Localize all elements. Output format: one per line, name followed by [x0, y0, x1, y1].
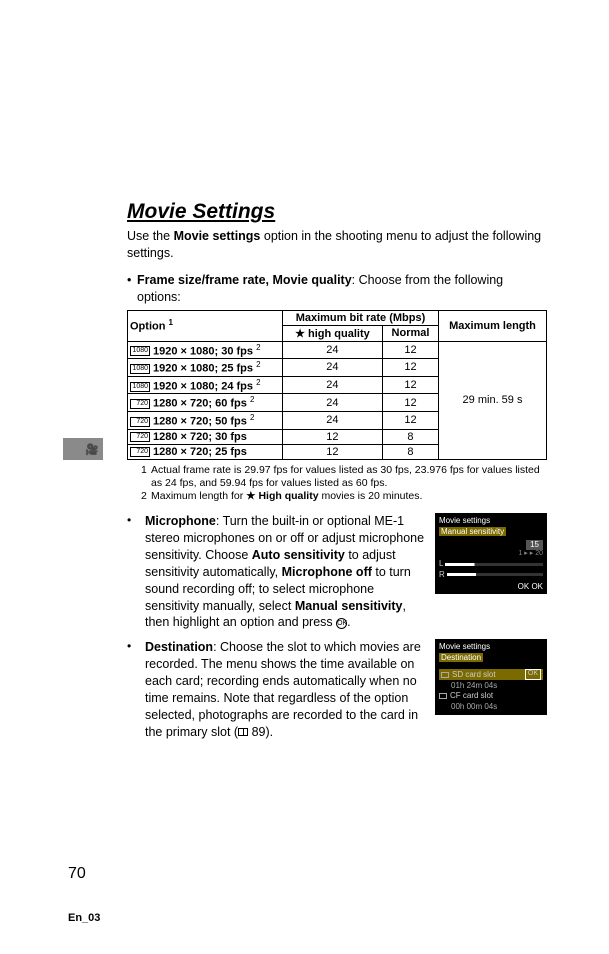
- mic-b2: Microphone off: [282, 565, 372, 579]
- sd-card-icon: [441, 672, 449, 678]
- dest-sd-row: SD card slot OK: [439, 669, 543, 679]
- mic-scale: 1 ▸ ▸ 20: [439, 550, 543, 558]
- dest-sd-label: SD card slot: [452, 670, 496, 680]
- bullet-body: Frame size/frame rate, Movie quality: Ch…: [137, 272, 547, 306]
- page-content: Movie Settings Use the Movie settings op…: [127, 200, 547, 749]
- dest-sd-time: 01h 24m 04s: [439, 681, 543, 691]
- f2-post: movies is 20 minutes.: [319, 490, 423, 502]
- quality-icon: 1080: [130, 382, 150, 392]
- normal-cell: 12: [382, 394, 438, 412]
- f2-bold: ★ High quality: [246, 490, 318, 502]
- figure-mic-sensitivity: Movie settings Manual sensitivity 15 1 ▸…: [435, 513, 547, 631]
- book-icon: [238, 728, 248, 736]
- footnote-1: 1Actual frame rate is 29.97 fps for valu…: [141, 464, 547, 490]
- meter-L: L: [439, 559, 443, 569]
- bullet1-label: Frame size/frame rate, Movie quality: [137, 273, 352, 287]
- quality-icon: 720: [130, 432, 150, 442]
- option-cell: 10801920 × 1080; 30 fps 2: [128, 341, 283, 359]
- dest-cf-row: CF card slot: [439, 691, 543, 701]
- mic-label: Microphone: [145, 514, 216, 528]
- col-hq: ★ high quality: [282, 325, 382, 341]
- header-group: Maximum bit rate (Mbps): [282, 310, 438, 325]
- mic-b1: Auto sensitivity: [252, 548, 345, 562]
- dest-screen: Movie settings Destination SD card slot …: [435, 639, 547, 714]
- hq-cell: 24: [282, 341, 382, 359]
- maxlen-cell: 29 min. 59 s: [439, 341, 547, 459]
- hq-cell: 24: [282, 394, 382, 412]
- bullet-dot: •: [127, 272, 137, 306]
- col-normal: Normal: [382, 325, 438, 341]
- mic-ok: OK OK: [439, 582, 543, 592]
- table-row: 10801920 × 1080; 30 fps 2241229 min. 59 …: [128, 341, 547, 359]
- hq-cell: 12: [282, 444, 382, 459]
- cf-card-icon: [439, 693, 447, 699]
- intro-bold: Movie settings: [174, 229, 261, 243]
- dest-screen-sub: Destination: [439, 653, 483, 663]
- quality-icon: 720: [130, 399, 150, 409]
- option-cell: 7201280 × 720; 30 fps: [128, 429, 283, 444]
- hq-cell: 24: [282, 376, 382, 394]
- footnote-2: 2Maximum length for ★ High quality movie…: [141, 490, 547, 503]
- option-cell: 10801920 × 1080; 25 fps 2: [128, 359, 283, 377]
- col-option: Option 1: [128, 310, 283, 341]
- footnotes: 1Actual frame rate is 29.97 fps for valu…: [127, 464, 547, 503]
- mic-screen-sub: Manual sensitivity: [439, 527, 506, 537]
- bullet-frame-size: • Frame size/frame rate, Movie quality: …: [127, 272, 547, 306]
- mic-value: 15: [526, 540, 543, 550]
- intro-text: Use the Movie settings option in the sho…: [127, 228, 547, 262]
- quality-icon: 1080: [130, 346, 150, 356]
- meter-bar-L: [445, 563, 543, 566]
- figure-destination: Movie settings Destination SD card slot …: [435, 639, 547, 740]
- destination-text: Destination: Choose the slot to which mo…: [145, 639, 427, 740]
- mic-screen: Movie settings Manual sensitivity 15 1 ▸…: [435, 513, 547, 594]
- section-title: Movie Settings: [127, 200, 547, 224]
- footer-code: En_03: [68, 912, 100, 924]
- f2-pre: Maximum length for: [151, 490, 246, 502]
- dest-cf-label: CF card slot: [450, 691, 493, 701]
- dest-label: Destination: [145, 640, 213, 654]
- mic-t5: .: [347, 615, 350, 629]
- footnote-1-text: Actual frame rate is 29.97 fps for value…: [151, 464, 547, 490]
- dest-t1: : Choose the slot to which movies are re…: [145, 640, 421, 738]
- destination-block: • Destination: Choose the slot to which …: [127, 639, 547, 740]
- option-cell: 7201280 × 720; 60 fps 2: [128, 394, 283, 412]
- dest-cf-time: 00h 00m 04s: [439, 702, 543, 712]
- intro-pre: Use the: [127, 229, 174, 243]
- option-cell: 10801920 × 1080; 24 fps 2: [128, 376, 283, 394]
- option-cell: 7201280 × 720; 25 fps: [128, 444, 283, 459]
- quality-icon: 1080: [130, 364, 150, 374]
- quality-icon: 720: [130, 417, 150, 427]
- normal-cell: 8: [382, 429, 438, 444]
- normal-cell: 8: [382, 444, 438, 459]
- meter-bar-R: [447, 573, 543, 576]
- mic-b3: Manual sensitivity: [295, 599, 403, 613]
- hq-cell: 24: [282, 359, 382, 377]
- page-number: 70: [68, 865, 86, 883]
- bullet-dot: •: [127, 513, 137, 631]
- side-tab-icon: 🎥: [63, 438, 103, 460]
- dest-ref: 89).: [248, 725, 273, 739]
- dest-screen-hdr: Movie settings: [439, 642, 543, 652]
- meter-R: R: [439, 570, 445, 580]
- normal-cell: 12: [382, 376, 438, 394]
- microphone-text: Microphone: Turn the built-in or optiona…: [145, 513, 427, 631]
- normal-cell: 12: [382, 341, 438, 359]
- bullet-dot: •: [127, 639, 137, 740]
- quality-icon: 720: [130, 447, 150, 457]
- col-maxlen: Maximum length: [439, 310, 547, 341]
- ok-icon: OK: [336, 618, 347, 629]
- normal-cell: 12: [382, 359, 438, 377]
- microphone-block: • Microphone: Turn the built-in or optio…: [127, 513, 547, 631]
- mic-screen-hdr: Movie settings: [439, 516, 543, 526]
- hq-cell: 24: [282, 412, 382, 430]
- normal-cell: 12: [382, 412, 438, 430]
- footnote-2-text: Maximum length for ★ High quality movies…: [151, 490, 422, 503]
- option-cell: 7201280 × 720; 50 fps 2: [128, 412, 283, 430]
- dest-ok-badge: OK: [525, 669, 541, 679]
- hq-cell: 12: [282, 429, 382, 444]
- bitrate-table: Option 1Maximum bit rate (Mbps)Maximum l…: [127, 310, 547, 460]
